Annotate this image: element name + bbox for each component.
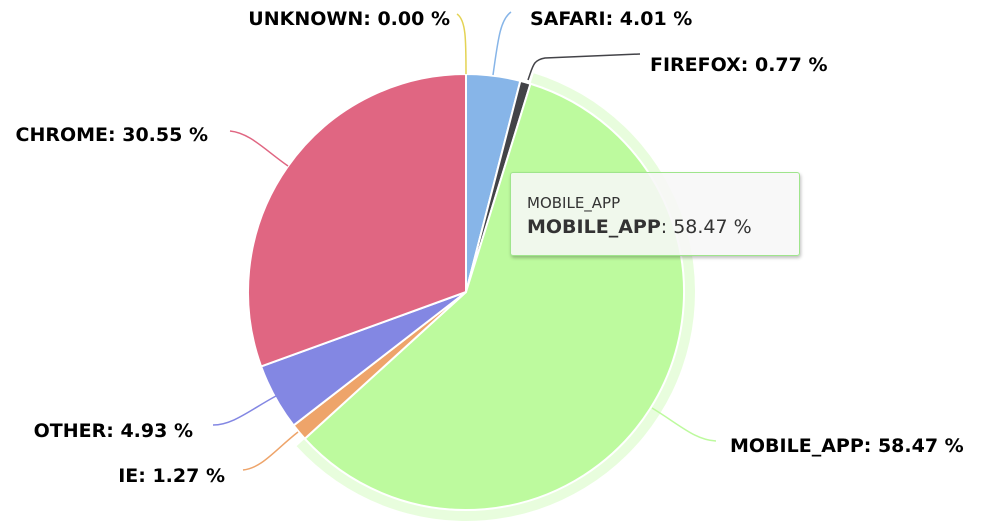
connector-firefox	[527, 53, 641, 81]
data-label-unknown: UNKNOWN: 0.00 %	[248, 8, 450, 30]
tooltip-series-name: MOBILE_APP	[527, 216, 661, 238]
data-label-other: OTHER: 4.93 %	[34, 420, 193, 442]
pie-slice-chrome[interactable]	[247, 73, 467, 368]
tooltip-value: 58.47 %	[673, 216, 752, 238]
data-label-ie: IE: 1.27 %	[118, 465, 225, 487]
connector-ie	[242, 431, 299, 471]
connector-other	[212, 395, 277, 426]
connector-mobile-app	[651, 407, 717, 442]
data-label-mobile-app: MOBILE_APP: 58.47 %	[730, 435, 964, 457]
connector-safari	[492, 11, 512, 76]
tooltip-body: MOBILE_APP: 58.47 %	[527, 216, 752, 238]
data-label-chrome: CHROME: 30.55 %	[16, 124, 208, 146]
data-label-safari: SAFARI: 4.01 %	[530, 8, 692, 30]
hover-halo	[296, 73, 695, 522]
tooltip-header: MOBILE_APP	[527, 194, 621, 212]
connector-unknown	[456, 13, 467, 75]
tooltip: MOBILE_APP MOBILE_APP: 58.47 %	[510, 172, 800, 256]
data-label-firefox: FIREFOX: 0.77 %	[650, 54, 828, 76]
connector-chrome	[229, 130, 289, 167]
